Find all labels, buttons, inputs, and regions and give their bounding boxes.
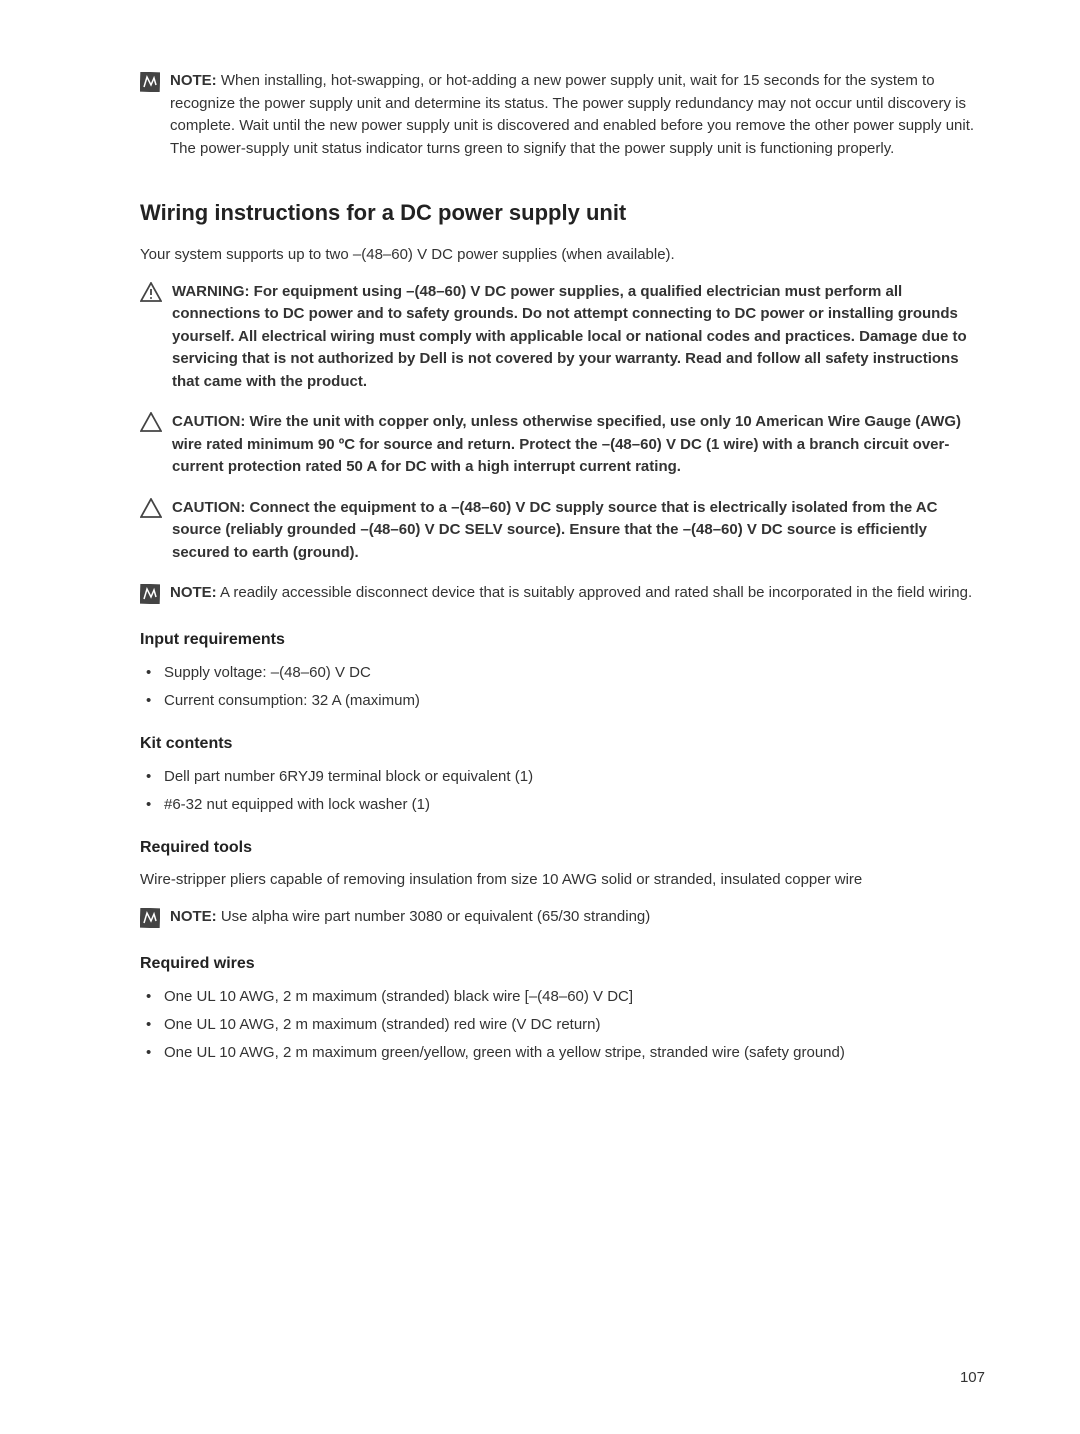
warning-text: For equipment using –(48–60) V DC power … xyxy=(172,283,967,390)
section-heading: Wiring instructions for a DC power suppl… xyxy=(140,200,985,226)
required-tools-heading: Required tools xyxy=(140,839,985,857)
note-content-1: NOTE: When installing, hot-swapping, or … xyxy=(170,70,985,160)
caution-block-2: CAUTION: Connect the equipment to a –(48… xyxy=(140,497,985,565)
caution-content-1: CAUTION: Wire the unit with copper only,… xyxy=(172,411,985,479)
warning-label: WARNING: xyxy=(172,283,254,300)
warning-icon xyxy=(140,282,162,307)
list-item: Current consumption: 32 A (maximum) xyxy=(140,689,985,713)
list-item: #6-32 nut equipped with lock washer (1) xyxy=(140,793,985,817)
page-number: 107 xyxy=(960,1369,985,1386)
note-block-2: NOTE: A readily accessible disconnect de… xyxy=(140,582,985,609)
list-item: One UL 10 AWG, 2 m maximum (stranded) bl… xyxy=(140,985,985,1009)
caution-text: Wire the unit with copper only, unless o… xyxy=(172,413,961,475)
note-icon xyxy=(140,584,160,609)
kit-contents-heading: Kit contents xyxy=(140,735,985,753)
note-label: NOTE: xyxy=(170,908,217,925)
note-text: Use alpha wire part number 3080 or equiv… xyxy=(217,908,651,925)
caution-text: Connect the equipment to a –(48–60) V DC… xyxy=(172,499,937,561)
list-item: One UL 10 AWG, 2 m maximum green/yellow,… xyxy=(140,1041,985,1065)
note-content-3: NOTE: Use alpha wire part number 3080 or… xyxy=(170,906,985,929)
note-label: NOTE: xyxy=(170,584,217,601)
note-block-3: NOTE: Use alpha wire part number 3080 or… xyxy=(140,906,985,933)
input-requirements-heading: Input requirements xyxy=(140,631,985,649)
input-requirements-list: Supply voltage: –(48–60) V DC Current co… xyxy=(140,661,985,713)
caution-label: CAUTION: xyxy=(172,413,250,430)
note-text: A readily accessible disconnect device t… xyxy=(217,584,972,601)
kit-contents-list: Dell part number 6RYJ9 terminal block or… xyxy=(140,765,985,817)
tools-text: Wire-stripper pliers capable of removing… xyxy=(140,869,985,892)
note-content-2: NOTE: A readily accessible disconnect de… xyxy=(170,582,985,605)
note-icon xyxy=(140,72,160,97)
required-wires-heading: Required wires xyxy=(140,955,985,973)
warning-block: WARNING: For equipment using –(48–60) V … xyxy=(140,281,985,394)
list-item: One UL 10 AWG, 2 m maximum (stranded) re… xyxy=(140,1013,985,1037)
caution-block-1: CAUTION: Wire the unit with copper only,… xyxy=(140,411,985,479)
list-item: Supply voltage: –(48–60) V DC xyxy=(140,661,985,685)
intro-text: Your system supports up to two –(48–60) … xyxy=(140,244,985,267)
note-icon xyxy=(140,908,160,933)
list-item: Dell part number 6RYJ9 terminal block or… xyxy=(140,765,985,789)
note-block-1: NOTE: When installing, hot-swapping, or … xyxy=(140,70,985,160)
note-text: When installing, hot-swapping, or hot-ad… xyxy=(170,72,974,157)
caution-icon xyxy=(140,412,162,437)
required-wires-list: One UL 10 AWG, 2 m maximum (stranded) bl… xyxy=(140,985,985,1065)
caution-icon xyxy=(140,498,162,523)
warning-content: WARNING: For equipment using –(48–60) V … xyxy=(172,281,985,394)
caution-label: CAUTION: xyxy=(172,499,250,516)
note-label: NOTE: xyxy=(170,72,217,89)
caution-content-2: CAUTION: Connect the equipment to a –(48… xyxy=(172,497,985,565)
